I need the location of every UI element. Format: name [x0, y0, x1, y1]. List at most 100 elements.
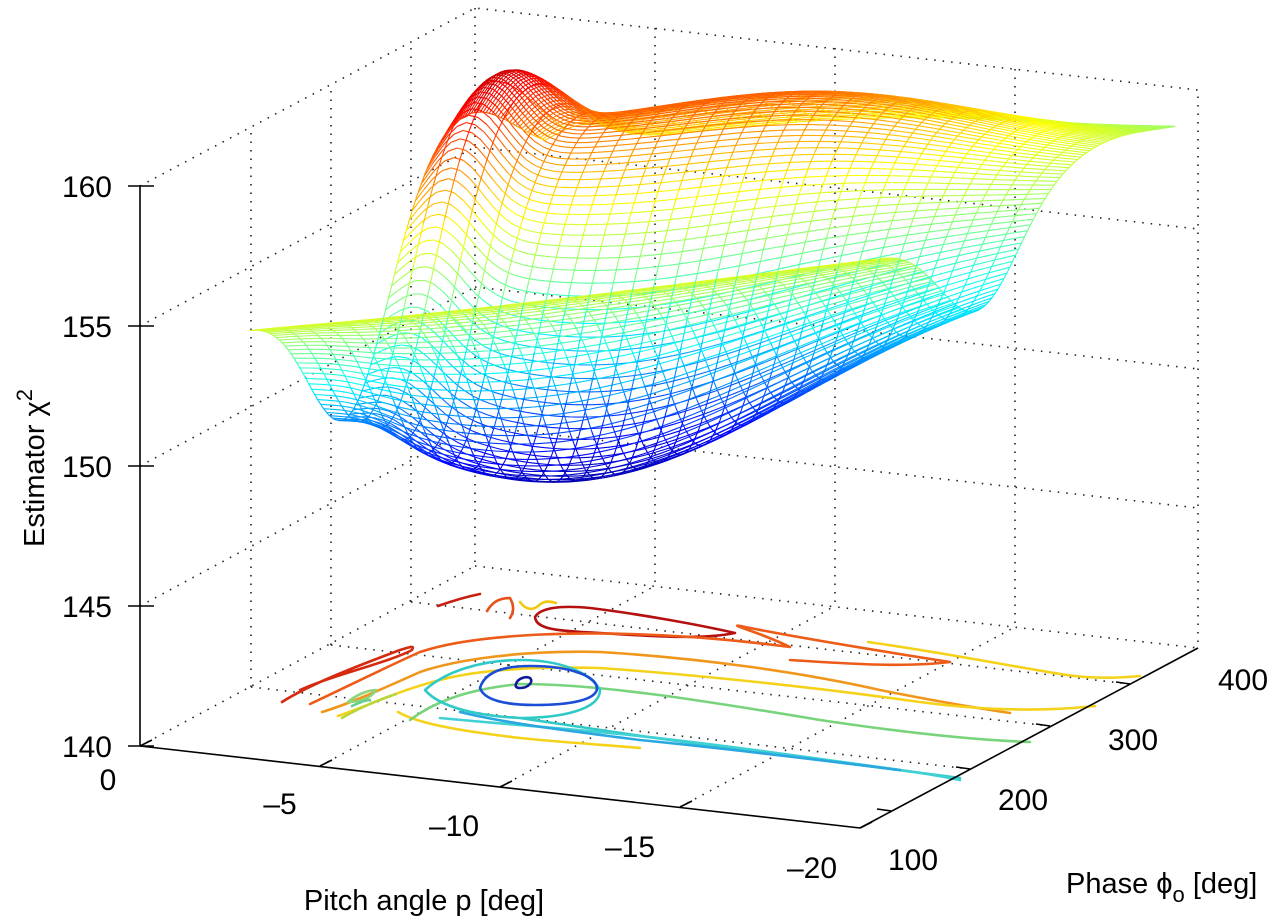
surface-mesh-line — [572, 106, 583, 112]
surface-mesh-line — [718, 232, 728, 236]
surface-mesh-line — [888, 97, 898, 100]
surface-mesh-line — [543, 127, 553, 134]
surface-mesh-line — [617, 467, 627, 472]
surface-mesh-line — [635, 462, 645, 467]
surface-mesh-line — [804, 176, 815, 178]
surface-mesh-line — [778, 361, 789, 367]
surface-mesh-line — [468, 90, 478, 105]
surface-mesh-line — [559, 124, 570, 130]
surface-mesh-line — [1000, 215, 1010, 218]
surface-mesh-line — [622, 307, 632, 310]
surface-mesh-line — [684, 108, 694, 111]
surface-mesh-line — [749, 117, 759, 120]
surface-mesh-line — [805, 260, 815, 264]
surface-mesh-line — [563, 100, 574, 108]
surface-mesh-line — [838, 207, 848, 210]
surface-mesh-line — [367, 370, 378, 375]
surface-mesh-line — [1088, 129, 1099, 133]
surface-mesh-line — [711, 193, 722, 196]
surface-mesh-line — [528, 105, 538, 117]
surface-mesh-line — [1038, 158, 1048, 161]
surface-mesh-line — [1086, 134, 1096, 137]
surface-mesh-line — [883, 228, 893, 231]
surface-mesh-line — [912, 98, 922, 102]
surface-mesh-line — [633, 113, 643, 116]
surface-mesh-line — [885, 112, 895, 116]
surface-mesh-line — [559, 268, 569, 271]
surface-mesh-line — [949, 274, 959, 279]
surface-mesh-line — [456, 180, 467, 190]
surface-mesh-line — [520, 398, 530, 401]
surface-mesh-line — [637, 279, 647, 282]
surface-mesh-line — [988, 222, 998, 225]
surface-mesh-line — [720, 127, 730, 130]
surface-mesh-line — [502, 429, 513, 434]
surface-mesh-line — [618, 129, 628, 132]
surface-mesh-line — [891, 162, 901, 164]
surface-mesh-line — [451, 349, 462, 360]
surface-mesh-line — [495, 209, 506, 220]
surface-mesh-line — [1059, 141, 1069, 144]
surface-mesh-line — [708, 108, 718, 111]
surface-mesh-line — [677, 130, 687, 133]
surface-mesh-line — [925, 275, 935, 279]
surface-mesh-line — [756, 142, 766, 145]
surface-mesh-line — [814, 228, 824, 232]
surface-mesh-line — [949, 305, 960, 311]
surface-mesh-line — [1006, 254, 1016, 258]
surface-mesh-line — [1043, 122, 1054, 126]
surface-mesh-line — [533, 474, 543, 477]
surface-mesh-line — [486, 74, 496, 81]
surface-mesh-line — [874, 255, 884, 259]
surface-mesh-line — [1074, 129, 1084, 133]
surface-mesh-line — [885, 138, 895, 141]
surface-mesh-line — [651, 106, 661, 109]
surface-mesh-line — [976, 230, 986, 233]
surface-mesh-line — [647, 461, 657, 466]
surface-mesh-line — [554, 93, 565, 102]
surface-mesh-line — [835, 274, 845, 278]
surface-mesh-line — [900, 118, 910, 122]
surface-mesh-line — [436, 189, 446, 193]
surface-mesh-line — [787, 232, 797, 236]
surface-mesh-line — [525, 132, 536, 142]
surface-mesh-line — [1101, 138, 1111, 141]
surface-mesh-line — [1000, 232, 1010, 236]
surface-mesh-line — [666, 198, 677, 201]
surface-mesh-line — [772, 195, 782, 198]
surface-mesh-line — [769, 402, 780, 409]
surface-mesh-line — [939, 113, 949, 117]
surface-mesh-line — [796, 231, 806, 234]
surface-mesh-line — [632, 119, 642, 122]
surface-mesh-line — [741, 157, 751, 160]
surface-mesh-line — [639, 114, 649, 117]
surface-mesh-line — [747, 189, 758, 192]
surface-mesh-line — [675, 104, 685, 107]
surface-mesh-line — [711, 128, 721, 131]
surface-mesh-line — [701, 126, 711, 129]
surface-mesh-line — [739, 386, 750, 392]
surface-mesh-line — [958, 233, 968, 236]
surface-mesh-line — [453, 157, 464, 161]
surface-mesh-line — [654, 158, 664, 161]
surface-mesh-line — [918, 133, 928, 136]
surface-mesh-line — [1053, 132, 1063, 135]
surface-mesh-line — [1056, 131, 1066, 134]
surface-mesh-line — [456, 147, 467, 151]
surface-mesh-line — [841, 253, 851, 257]
surface-mesh-line — [506, 473, 516, 476]
surface-mesh-line — [907, 318, 918, 324]
surface-mesh-line — [881, 346, 891, 352]
surface-mesh-line — [716, 429, 726, 435]
surface-mesh-line — [928, 223, 938, 226]
surface-mesh-line — [406, 280, 416, 286]
surface-mesh-line — [781, 321, 791, 326]
surface-mesh-line — [754, 330, 764, 335]
surface-mesh-line — [783, 185, 794, 188]
surface-mesh-line — [999, 136, 1009, 140]
surface-mesh-line — [768, 98, 778, 101]
surface-mesh-line — [517, 329, 527, 333]
surface-mesh-line — [999, 169, 1009, 172]
surface-mesh-line — [409, 266, 419, 273]
surface-mesh-line — [445, 374, 456, 384]
